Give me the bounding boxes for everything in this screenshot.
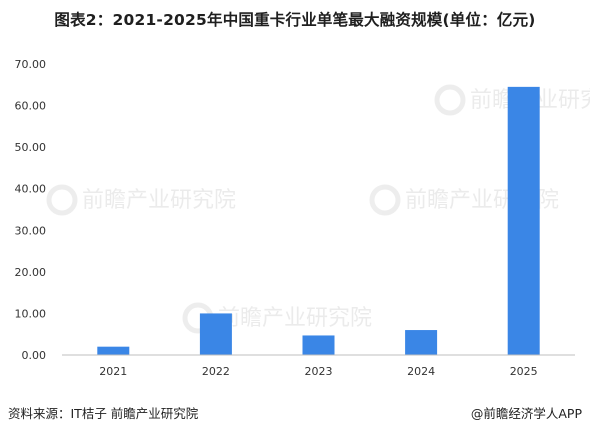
y-tick-label: 40.00 bbox=[15, 183, 47, 196]
y-axis-ticks: 0.00 10.00 20.00 30.00 40.00 50.00 60.00 70.00 bbox=[15, 58, 47, 362]
x-tick-label: 2023 bbox=[305, 365, 333, 378]
y-tick-label: 10.00 bbox=[15, 307, 47, 320]
credit-note: @前瞻经济学人APP bbox=[470, 406, 582, 421]
source-note: 资料来源：IT桔子 前瞻产业研究院 bbox=[8, 406, 199, 421]
x-tick-label: 2025 bbox=[510, 365, 538, 378]
y-tick-label: 20.00 bbox=[15, 266, 47, 279]
y-tick-label: 0.00 bbox=[22, 349, 47, 362]
x-tick-label: 2024 bbox=[407, 365, 435, 378]
watermark-text: 前瞻产业研究院 bbox=[218, 306, 372, 331]
x-axis-ticks: 2021 2022 2023 2024 2025 bbox=[99, 365, 537, 378]
x-tick-label: 2022 bbox=[202, 365, 230, 378]
y-tick-label: 70.00 bbox=[15, 58, 47, 71]
watermark: 前瞻产业研究院 bbox=[46, 184, 236, 216]
y-tick-label: 30.00 bbox=[15, 224, 47, 237]
watermark: 前瞻产业研究院 bbox=[182, 302, 372, 334]
bar-2024 bbox=[405, 330, 438, 355]
y-tick-label: 50.00 bbox=[15, 141, 47, 154]
y-tick-label: 60.00 bbox=[15, 100, 47, 113]
chart-title: 图表2：2021-2025年中国重卡行业单笔最大融资规模(单位：亿元) bbox=[54, 11, 536, 29]
watermark-text: 前瞻产业研究院 bbox=[82, 188, 236, 213]
x-tick-label: 2021 bbox=[99, 365, 127, 378]
bars bbox=[97, 86, 540, 355]
bar-2023 bbox=[302, 335, 335, 355]
bar-2021 bbox=[97, 346, 130, 355]
bar-2022 bbox=[199, 313, 232, 355]
bar-2025 bbox=[507, 86, 540, 355]
